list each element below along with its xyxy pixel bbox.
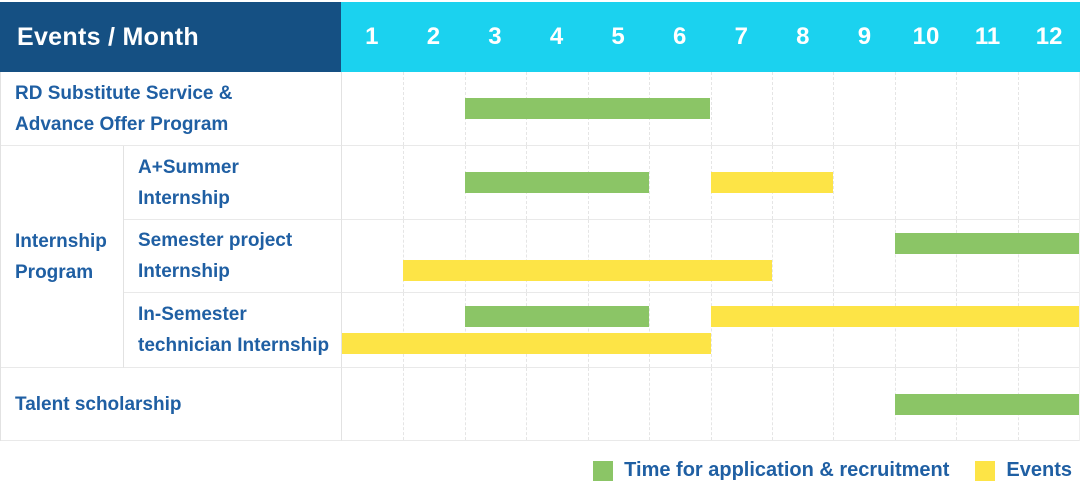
month-header-cell: 8 — [796, 23, 810, 50]
gantt-bar-green — [464, 98, 711, 119]
month-gridline — [403, 368, 405, 440]
row-chart-talent-scholarship — [342, 368, 1079, 441]
legend: Time for application & recruitment Event… — [593, 459, 1072, 482]
gantt-body-grid: Internship Program RD Substitute Service &… — [0, 72, 1080, 441]
gantt-bar-yellow — [710, 306, 1079, 327]
month-gridline — [1017, 146, 1019, 219]
month-gridline — [771, 72, 773, 145]
month-gridline — [710, 293, 712, 367]
month-gridline — [649, 146, 651, 219]
group-label-internship-program: Internship Program — [1, 146, 124, 368]
month-gridline — [649, 220, 651, 292]
gantt-bar-green — [464, 306, 650, 327]
legend-swatch-events — [975, 460, 996, 481]
month-gridline — [771, 293, 773, 367]
month-gridline — [403, 220, 405, 292]
row-label-semester-project-internship: Semester project Internship — [124, 220, 342, 293]
month-header-cell: 2 — [426, 23, 441, 50]
month-gridline — [956, 220, 958, 292]
row-label-talent-scholarship: Talent scholarship — [1, 368, 342, 441]
month-gridline — [710, 72, 712, 145]
gantt-bar-green — [894, 233, 1079, 254]
month-gridline — [833, 293, 835, 367]
row-chart-a-summer-internship — [342, 146, 1079, 220]
gantt-bar-green — [464, 172, 650, 193]
month-gridline — [956, 146, 958, 219]
month-gridline — [894, 220, 896, 292]
row-label-a-summer-internship: A+Summer Internship — [124, 146, 342, 220]
legend-label-events: Events — [1006, 459, 1072, 481]
month-gridline — [649, 368, 651, 440]
month-gridline — [894, 146, 896, 219]
month-gridline — [526, 220, 528, 292]
month-gridline — [833, 220, 835, 292]
month-gridline — [710, 368, 712, 440]
month-gridline — [649, 293, 651, 367]
month-gridline — [1017, 72, 1019, 145]
month-header-cell: 10 — [912, 23, 940, 50]
month-gridline — [464, 368, 466, 440]
month-gridline — [526, 293, 528, 367]
month-gridline — [403, 146, 405, 219]
month-header-cell: 9 — [857, 23, 872, 50]
month-gridline — [771, 368, 773, 440]
month-gridline — [956, 72, 958, 145]
row-chart-in-semester-technician-internship — [342, 293, 1079, 368]
month-gridline — [526, 368, 528, 440]
month-header-cell: 5 — [611, 23, 625, 50]
gantt-bar-yellow — [710, 172, 834, 193]
legend-swatch-application-recruitment — [593, 460, 614, 481]
month-gridline — [1017, 293, 1019, 367]
month-header-cell: 3 — [488, 23, 502, 50]
row-label-in-semester-technician-internship: In-Semester technician Internship — [124, 293, 342, 368]
row-label-rd-substitute: RD Substitute Service & Advance Offer Pro… — [1, 72, 342, 146]
gantt-bar-yellow — [342, 333, 711, 354]
month-gridline — [771, 220, 773, 292]
month-gridline — [403, 72, 405, 145]
month-gridline — [403, 293, 405, 367]
legend-label-application-recruitment: Time for application & recruitment — [624, 459, 950, 481]
month-header-cell: 6 — [673, 23, 687, 50]
month-gridline — [956, 293, 958, 367]
events-month-header: Events / Month — [0, 2, 341, 72]
gantt-bar-green — [894, 393, 1079, 415]
month-header-cell: 4 — [549, 23, 564, 50]
table-header-row: Events / Month 1 2 3 4 5 6 7 8 9 10 11 12 — [0, 2, 1080, 72]
month-gridline — [833, 72, 835, 145]
month-gridline — [587, 220, 589, 292]
gantt-bar-yellow — [403, 260, 772, 281]
month-header-cell: 7 — [734, 23, 748, 50]
month-gridline — [710, 220, 712, 292]
month-gridline — [1017, 220, 1019, 292]
month-gridline — [464, 220, 466, 292]
month-header-cell: 11 — [974, 23, 1001, 50]
month-gridline — [894, 293, 896, 367]
month-gridline — [464, 293, 466, 367]
month-header-strip: 1 2 3 4 5 6 7 8 9 10 11 12 — [341, 2, 1080, 72]
month-gridline — [833, 368, 835, 440]
month-gridline — [833, 146, 835, 219]
month-gridline — [587, 293, 589, 367]
row-chart-semester-project-internship — [342, 220, 1079, 293]
month-header-cell: 12 — [1035, 23, 1063, 50]
month-gridline — [587, 368, 589, 440]
month-gridline — [894, 72, 896, 145]
month-header-cell: 1 — [365, 23, 379, 50]
row-chart-rd-substitute — [342, 72, 1079, 146]
gantt-table: Events / Month 1 2 3 4 5 6 7 8 9 10 11 12 Internshi… — [0, 2, 1080, 441]
